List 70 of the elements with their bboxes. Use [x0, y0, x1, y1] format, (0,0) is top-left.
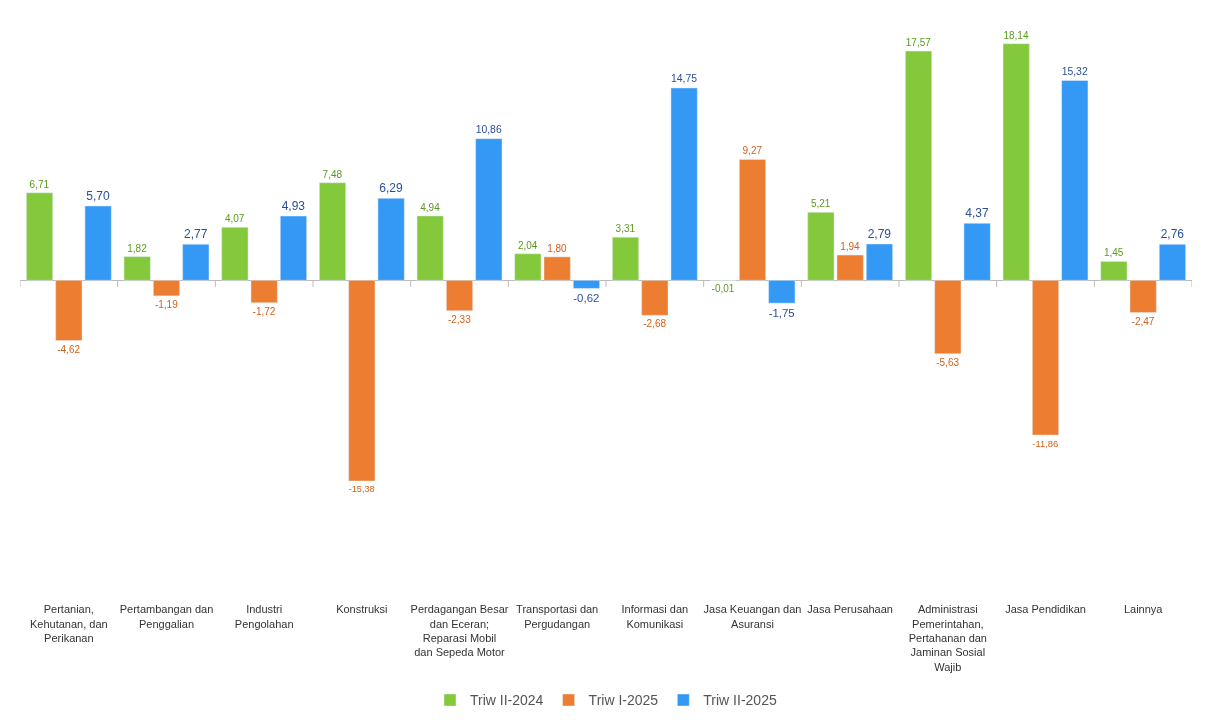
bar [446, 280, 473, 311]
data-label: -1,19 [154, 298, 179, 310]
data-label: 4,37 [965, 206, 989, 221]
data-label: 1,45 [1103, 247, 1124, 259]
data-label: 7,48 [322, 168, 343, 180]
data-label: -1,75 [768, 306, 795, 319]
data-label: 1,80 [547, 242, 568, 254]
data-label: 18,14 [1003, 29, 1029, 41]
data-label: 9,27 [742, 145, 763, 157]
x-tick-label: Industri Pengolahan [234, 603, 294, 630]
bar [866, 243, 893, 281]
bar [1032, 280, 1059, 436]
bar [612, 236, 639, 281]
data-label: -0,62 [573, 291, 600, 304]
data-label: 6,29 [379, 181, 403, 196]
x-tick-label: Jasa Perusahaan [807, 603, 893, 616]
data-label: 4,93 [281, 199, 306, 214]
bar [1002, 43, 1030, 281]
data-label: 2,76 [1160, 227, 1185, 242]
data-label: 17,57 [905, 37, 932, 49]
data-label: 5,70 [86, 188, 110, 203]
bar [905, 50, 932, 281]
x-tick-label: Administrasi Pemerintahan, Pertahanan dan Jaminan Sosial Wajib [908, 603, 987, 673]
data-label: 6,71 [29, 178, 50, 190]
legend-label: Triw II-2024 [470, 692, 544, 709]
data-label: 1,94 [840, 241, 861, 253]
bar [416, 215, 444, 281]
bar [768, 280, 796, 304]
data-label: -11,86 [1032, 437, 1059, 449]
x-tick-label: Pertanian, Kehutanan, dan Perikanan [29, 603, 108, 644]
data-label: -2,33 [447, 313, 472, 325]
data-label: -1,72 [252, 305, 276, 317]
x-tick-label: Konstruksi [336, 603, 388, 616]
data-label: 4,07 [224, 213, 245, 225]
data-label: 5,21 [810, 198, 831, 210]
bar [280, 215, 307, 281]
x-tick-label: Jasa Keuangan dan Asuransi [703, 603, 802, 630]
data-label: 1,82 [127, 242, 148, 254]
bar [739, 159, 766, 281]
x-tick-label: Lainnya [1123, 603, 1164, 616]
data-label: 2,04 [517, 239, 538, 251]
data-label: -2,68 [643, 318, 667, 330]
x-tick-label: Pertambangan dan Penggalian [119, 603, 214, 630]
legend-label: Triw II-2025 [703, 692, 777, 709]
bar [1061, 80, 1089, 281]
data-label: -15,38 [348, 484, 375, 495]
bar [319, 182, 346, 281]
data-label: 10,86 [475, 124, 502, 136]
bar [475, 138, 503, 281]
data-label: 3,31 [615, 223, 636, 235]
data-label: 2,79 [867, 226, 892, 241]
data-label: -4,62 [57, 343, 81, 355]
data-label: 15,32 [1061, 65, 1088, 77]
x-tick-label: Jasa Pendidikan [1005, 603, 1086, 616]
x-tick-label: Perdagangan Besar dan Eceran; Reparasi Mobil dan Sepeda Motor [410, 603, 509, 659]
data-label: 14,75 [670, 73, 698, 85]
x-tick-label: Informasi dan Komunikasi [621, 603, 689, 630]
legend-label: Triw I-2025 [588, 692, 659, 709]
x-tick-label: Transportasi dan Pergudangan [516, 603, 599, 630]
bar [573, 280, 600, 289]
data-label: 4,94 [420, 201, 441, 213]
bar [26, 192, 53, 281]
bar [123, 256, 151, 281]
data-label: -0,01 [711, 283, 735, 295]
data-label: -5,63 [936, 356, 960, 368]
bar [1159, 244, 1186, 281]
bar [153, 280, 180, 297]
data-label: 2,77 [183, 227, 208, 242]
data-label: -2,47 [1131, 315, 1155, 327]
bar [182, 243, 210, 281]
